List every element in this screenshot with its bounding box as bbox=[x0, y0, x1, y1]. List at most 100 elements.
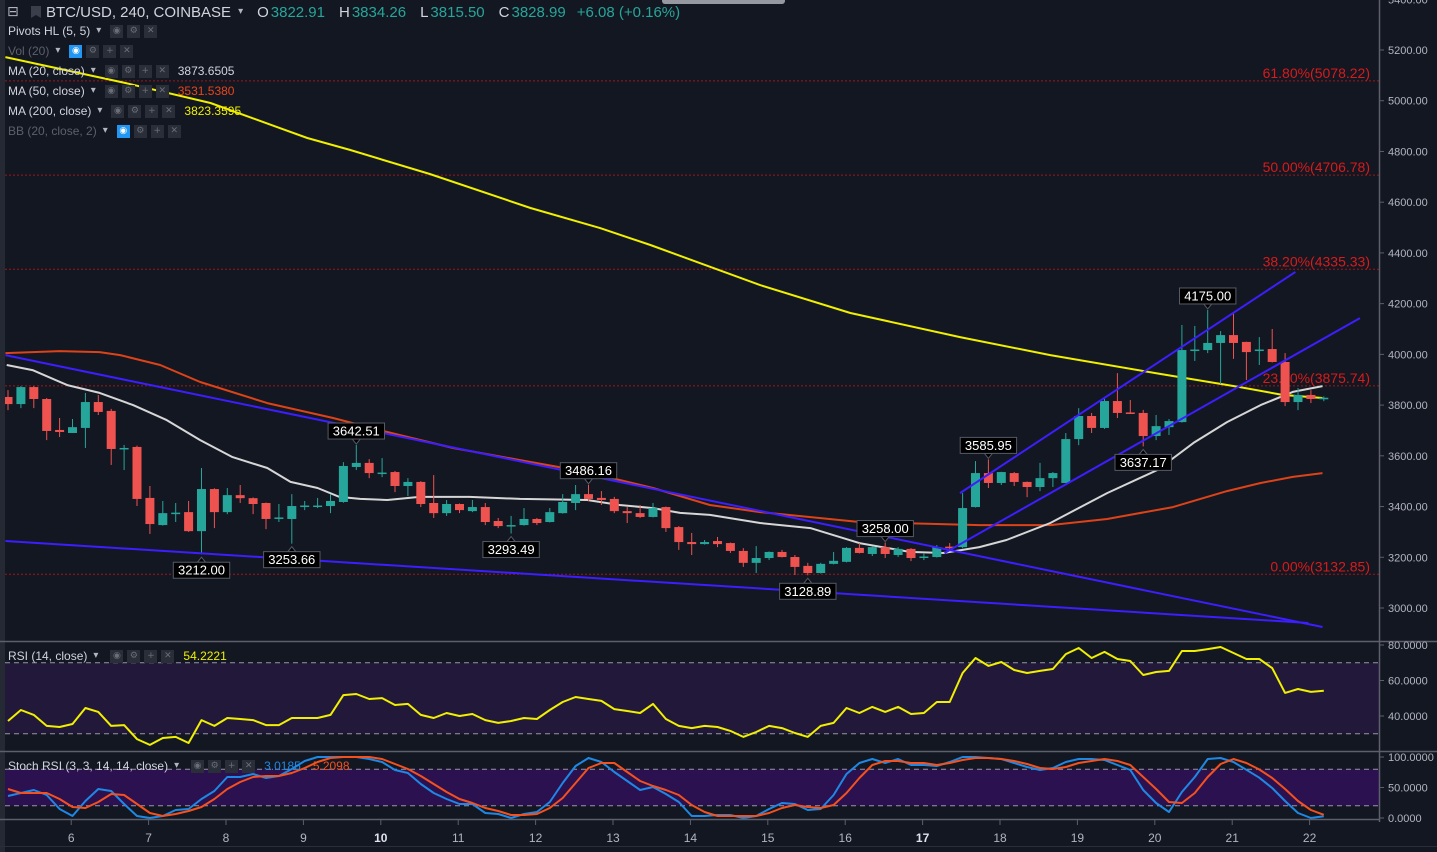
indicator-label[interactable]: RSI (14, close) bbox=[8, 649, 88, 663]
settings-button[interactable]: ⚙ bbox=[208, 759, 222, 773]
stoch-axis[interactable]: 100.0000 50.0000 0.0000 bbox=[1379, 752, 1434, 825]
candle bbox=[274, 504, 284, 523]
settings-button[interactable]: ⚙ bbox=[133, 124, 147, 138]
visibility-button[interactable]: ◉ bbox=[104, 64, 118, 78]
rsi-pane[interactable] bbox=[7, 646, 1324, 746]
indicator-label[interactable]: BB (20, close, 2) bbox=[8, 124, 97, 138]
indicator-label[interactable]: MA (20, close) bbox=[8, 64, 85, 78]
stoch-d-line[interactable] bbox=[7, 756, 1325, 817]
remove-button[interactable]: ✕ bbox=[155, 64, 169, 78]
time-tick-label: 17 bbox=[916, 831, 930, 845]
more-button[interactable]: + bbox=[144, 649, 158, 663]
pivot-high-label: 3642.51 bbox=[327, 422, 386, 445]
candle bbox=[68, 419, 77, 433]
settings-button[interactable]: ⚙ bbox=[127, 24, 141, 38]
indicator-buttons: ◉ ⚙ + ✕ bbox=[69, 44, 134, 58]
more-button[interactable]: + bbox=[138, 64, 152, 78]
rsi-axis[interactable]: 80.0000 60.0000 40.0000 bbox=[1379, 640, 1428, 723]
caret-down-icon[interactable]: ▾ bbox=[174, 760, 180, 771]
trendline-rising-channel-lower[interactable] bbox=[944, 317, 1361, 554]
collapse-legend-icon[interactable]: ⊟ bbox=[7, 4, 19, 20]
caret-down-icon[interactable]: ▾ bbox=[90, 85, 96, 96]
candle bbox=[184, 500, 194, 532]
candle-body bbox=[1035, 478, 1045, 488]
indicator-label[interactable]: Pivots HL (5, 5) bbox=[8, 24, 91, 38]
more-button[interactable]: + bbox=[145, 104, 159, 118]
flag-icon[interactable] bbox=[31, 6, 41, 18]
candle-body bbox=[1125, 412, 1135, 414]
more-button[interactable]: + bbox=[138, 84, 152, 98]
settings-button[interactable]: ⚙ bbox=[86, 44, 100, 58]
remove-button[interactable]: ✕ bbox=[162, 104, 176, 118]
caret-down-icon[interactable]: ▾ bbox=[93, 650, 99, 661]
more-button[interactable]: + bbox=[150, 124, 164, 138]
settings-button[interactable]: ⚙ bbox=[127, 649, 141, 663]
visibility-button[interactable]: ◉ bbox=[191, 759, 205, 773]
caret-down-icon[interactable]: ▾ bbox=[96, 25, 102, 36]
candle-body bbox=[648, 508, 658, 517]
trendline-rising-channel-upper[interactable] bbox=[959, 271, 1296, 494]
top-panel-handle[interactable] bbox=[662, 0, 785, 4]
caret-down-icon[interactable]: ▾ bbox=[97, 105, 103, 116]
pivot-low-label: 3212.00 bbox=[172, 556, 231, 579]
settings-button[interactable]: ⚙ bbox=[121, 84, 135, 98]
time-axis[interactable]: 6 7 8 9 10 11 12 13 14 15 16 17 18 19 20 21 22 bbox=[68, 820, 1317, 845]
stoch-rsi-pane[interactable] bbox=[7, 756, 1325, 819]
more-button[interactable]: + bbox=[225, 759, 239, 773]
moving-average-line-ma200[interactable] bbox=[5, 56, 1323, 399]
candle-body bbox=[571, 494, 581, 503]
candle bbox=[506, 515, 516, 534]
indicator-buttons: ◉ ⚙ ✕ bbox=[110, 24, 158, 38]
trendlines[interactable] bbox=[5, 271, 1361, 629]
indicator-label[interactable]: MA (200, close) bbox=[8, 104, 92, 118]
candle-body bbox=[661, 507, 671, 529]
candle-body bbox=[55, 429, 65, 432]
visibility-button[interactable]: ◉ bbox=[111, 104, 125, 118]
open-value: 3822.91 bbox=[270, 3, 325, 21]
symbol-title[interactable]: BTC/USD, 240, COINBASE bbox=[46, 3, 232, 21]
remove-button[interactable]: ✕ bbox=[242, 759, 256, 773]
more-button[interactable]: + bbox=[103, 44, 117, 58]
time-tick-label: 19 bbox=[1071, 831, 1085, 845]
caret-down-icon[interactable]: ▾ bbox=[238, 6, 244, 17]
candle-body bbox=[842, 547, 851, 562]
moving-averages[interactable] bbox=[5, 56, 1323, 554]
gear-icon: ⚙ bbox=[136, 125, 145, 136]
visibility-button[interactable]: ◉ bbox=[110, 24, 124, 38]
visibility-button-hidden[interactable]: ◉ bbox=[116, 124, 130, 138]
settings-button[interactable]: ⚙ bbox=[128, 104, 142, 118]
main-price-pane[interactable]: 61.80%(5078.22) 50.00%(4706.78) 38.20%(433… bbox=[4, 56, 1380, 629]
trendline-descending-resistance[interactable] bbox=[5, 354, 1323, 629]
caret-down-icon[interactable]: ▾ bbox=[90, 65, 96, 76]
fibonacci-retracement[interactable]: 61.80%(5078.22) 50.00%(4706.78) 38.20%(433… bbox=[5, 65, 1379, 575]
indicator-label[interactable]: MA (50, close) bbox=[8, 84, 85, 98]
candle-body bbox=[1190, 349, 1200, 352]
candle bbox=[29, 386, 39, 409]
indicator-label[interactable]: Stoch RSI (3, 3, 14, 14, close) bbox=[8, 759, 169, 773]
caret-down-icon[interactable]: ▾ bbox=[102, 125, 108, 136]
settings-button[interactable]: ⚙ bbox=[121, 64, 135, 78]
remove-button[interactable]: ✕ bbox=[161, 649, 175, 663]
candle bbox=[958, 493, 968, 549]
candle-body bbox=[635, 513, 645, 517]
visibility-button[interactable]: ◉ bbox=[110, 649, 124, 663]
remove-button[interactable]: ✕ bbox=[144, 24, 158, 38]
price-tick-label: 4400.00 bbox=[1388, 248, 1428, 260]
price-axis[interactable]: 5400.00 5200.00 5000.00 4800.00 4600.00 4400.… bbox=[1379, 0, 1428, 615]
visibility-button[interactable]: ◉ bbox=[104, 84, 118, 98]
moving-average-line-ma20[interactable] bbox=[6, 364, 1323, 554]
moving-average-line-ma50[interactable] bbox=[5, 350, 1323, 527]
candle bbox=[1177, 324, 1187, 423]
caret-down-icon[interactable]: ▾ bbox=[55, 45, 61, 56]
pivot-low-label: 3128.89 bbox=[779, 577, 837, 600]
trendline-descending-support[interactable] bbox=[5, 540, 1309, 624]
candle bbox=[1216, 331, 1226, 385]
indicator-label[interactable]: Vol (20) bbox=[8, 44, 50, 58]
remove-button[interactable]: ✕ bbox=[120, 44, 134, 58]
visibility-button-hidden[interactable]: ◉ bbox=[69, 44, 83, 58]
rsi-line[interactable] bbox=[7, 646, 1324, 746]
remove-button[interactable]: ✕ bbox=[167, 124, 181, 138]
remove-button[interactable]: ✕ bbox=[155, 84, 169, 98]
